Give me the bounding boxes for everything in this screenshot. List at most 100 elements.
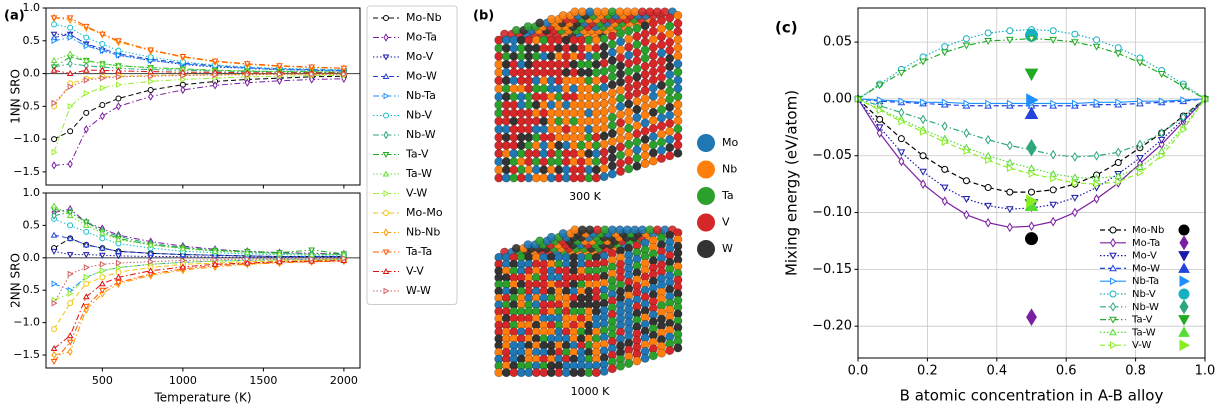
marker [82,23,90,30]
atom [554,141,564,151]
legend-label: Mo-W [1132,263,1160,274]
atom [615,61,625,71]
series-line [53,23,344,71]
atom [531,149,541,159]
atom [607,112,617,122]
atom [599,155,609,165]
marker [1026,139,1037,157]
axes-frame [45,7,361,186]
atom [615,134,625,144]
marker [1158,97,1166,106]
marker [383,92,390,100]
marker [180,76,187,83]
atom [576,76,586,86]
atom [531,141,541,151]
atom [576,149,586,159]
atom [509,141,519,151]
marker [66,234,74,241]
marker [51,280,58,288]
x-tick-label: 0.6 [1056,364,1077,379]
atom [546,43,556,53]
element-label: W [722,242,733,255]
marker [940,49,949,57]
atom [546,35,556,45]
atom [531,51,541,61]
atom [523,22,533,32]
marker [1110,301,1116,312]
marker [180,85,186,95]
atom [494,84,504,94]
marker [115,259,122,267]
atom [607,169,617,179]
atom [665,21,675,31]
marker [82,303,90,310]
marker [1005,158,1014,166]
y-tick-label: 0.05 [823,35,852,50]
atom [535,236,545,246]
marker [1114,172,1123,180]
atom [494,100,504,110]
marker [383,130,389,140]
atom [509,149,519,159]
marker [1179,275,1191,288]
atom [665,151,675,161]
atom [524,141,534,151]
atom [561,108,571,118]
atom [632,64,642,74]
marker [941,196,948,207]
atom [494,141,504,151]
atom [569,92,579,102]
atom [569,157,579,167]
marker [67,300,74,307]
atom [640,134,650,144]
marker [276,76,283,85]
marker [66,70,74,77]
atom [516,92,526,102]
atom [607,137,617,147]
atom [531,132,541,142]
marker [1028,188,1035,196]
y-tick-label: 1.0 [23,186,41,199]
marker [115,67,122,74]
series-line [53,69,344,75]
marker [382,152,390,159]
series-line [53,75,344,140]
element-label: V [722,216,730,229]
atom [607,80,617,90]
atom [591,100,601,110]
marker [115,95,122,102]
atom [561,76,571,86]
atom [624,26,634,36]
atom [624,83,634,93]
marker [67,222,74,229]
marker [1109,316,1117,324]
x-tick-label: 0.0 [848,364,869,379]
marker [1093,180,1101,188]
y-tick-label: −1.5 [13,165,40,178]
marker [83,42,90,50]
atom [509,108,519,118]
series-line [857,98,1206,107]
atom [501,100,511,110]
legend-box [366,5,458,305]
atom [600,7,610,17]
marker [99,260,106,268]
atom [576,51,586,61]
element-swatch [697,240,715,258]
marker [875,124,884,132]
atom [501,35,511,45]
atom [599,172,609,182]
marker [984,38,992,45]
atom [494,149,504,159]
atom [599,107,609,117]
atom [632,48,642,58]
atom [576,68,586,78]
atom [524,116,534,126]
atom [531,92,541,102]
atom [640,126,650,136]
atom [539,108,549,118]
marker [1071,99,1079,108]
atom [591,124,601,134]
marker [99,66,106,73]
atom [494,92,504,102]
